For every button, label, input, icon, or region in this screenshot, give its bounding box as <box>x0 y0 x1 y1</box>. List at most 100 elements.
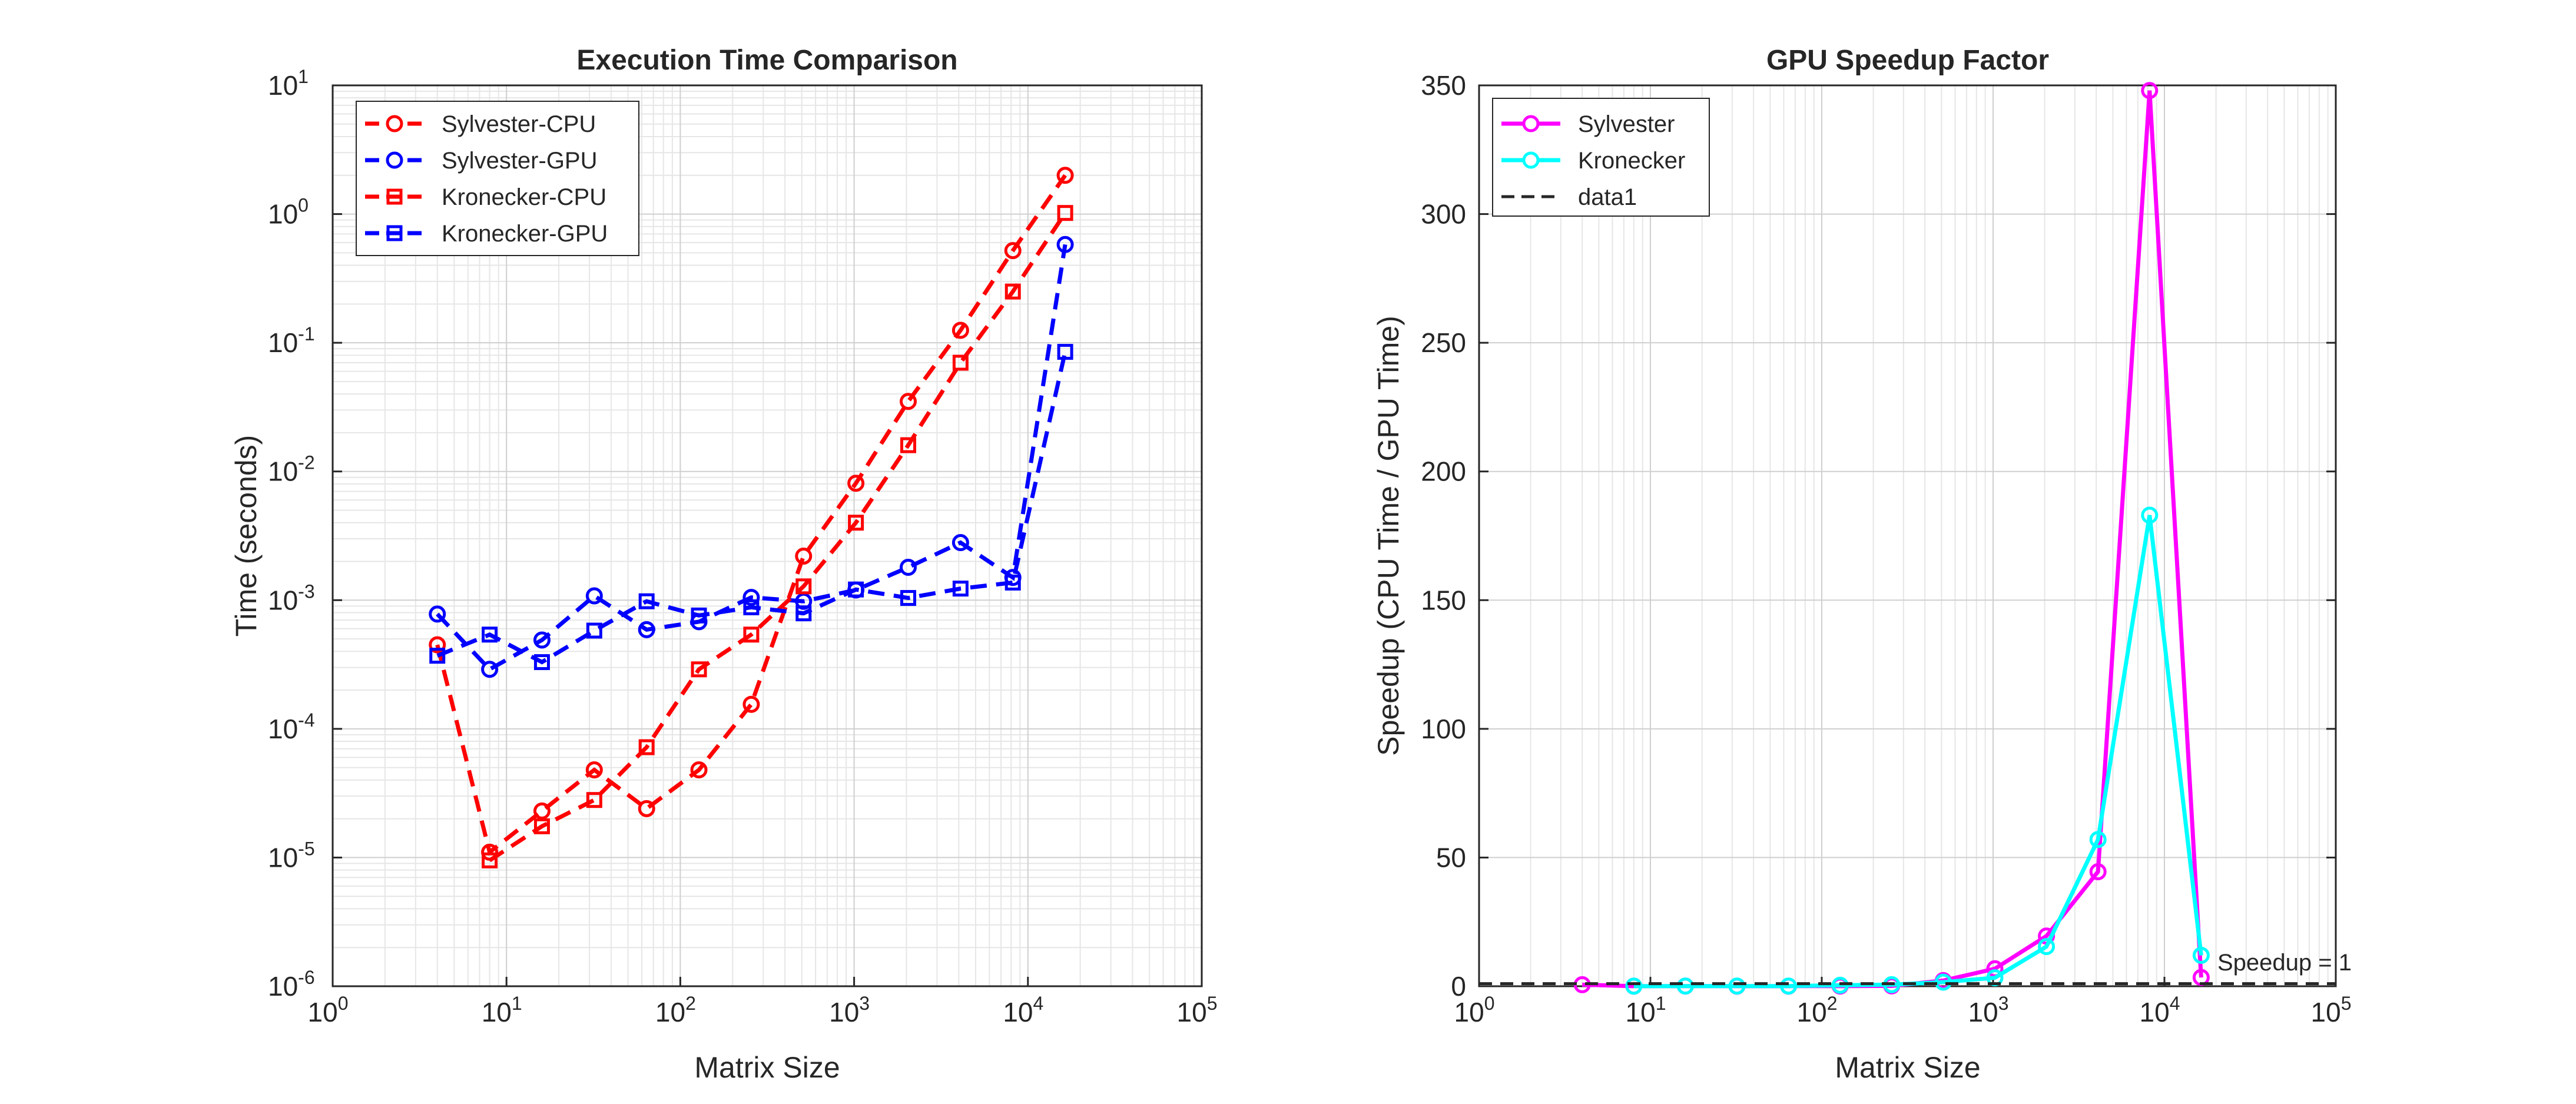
legend-marker <box>386 188 403 205</box>
data-point <box>795 547 813 565</box>
x-tick-label: 101 <box>482 993 522 1027</box>
series-line <box>436 351 1067 665</box>
legend-marker <box>1522 115 1540 132</box>
data-point <box>429 636 446 654</box>
data-point <box>481 661 499 678</box>
data-point <box>900 558 917 576</box>
data-point <box>1057 205 1073 221</box>
x-tick-label: 102 <box>1797 993 1838 1027</box>
data-point <box>795 578 812 595</box>
data-point <box>848 581 864 598</box>
y-tick-label: 300 <box>1421 199 1466 230</box>
series-line <box>435 174 1067 856</box>
data-point <box>742 695 760 713</box>
data-point <box>482 852 498 868</box>
x-tick-label: 105 <box>1177 993 1218 1027</box>
legend-marker <box>386 151 403 169</box>
data-point <box>952 534 969 552</box>
data-point <box>900 393 917 410</box>
data-point <box>429 648 446 664</box>
data-point <box>1780 977 1798 995</box>
data-point <box>952 354 969 371</box>
legend-label: Sylvester-GPU <box>442 148 598 174</box>
x-tick-label: 102 <box>655 993 696 1027</box>
data-point <box>585 587 603 605</box>
y-tick-label: 200 <box>1421 456 1466 487</box>
series-group <box>429 167 1074 868</box>
legend-box <box>356 101 639 256</box>
legend: Sylvester Kronecker data1 <box>1492 98 1710 217</box>
data-point <box>900 437 917 453</box>
data-point <box>585 761 603 779</box>
x-tick-label: 101 <box>1626 993 1666 1027</box>
data-point <box>1056 167 1074 184</box>
grid <box>1478 85 2336 987</box>
data-point <box>1057 344 1073 360</box>
x-tick-label: 100 <box>1454 993 1495 1027</box>
legend-label: data1 <box>1578 184 1637 210</box>
y-tick-label: 100 <box>1421 714 1466 744</box>
y-tick-label: 50 <box>1436 842 1466 873</box>
data-point <box>429 605 446 623</box>
series-kronecker-cpu <box>482 205 1073 868</box>
data-point <box>1934 973 1952 991</box>
data-point <box>2038 938 2056 956</box>
y-tick-label: 10-1 <box>268 323 315 358</box>
x-tick-label: 105 <box>2311 993 2352 1027</box>
series-kronecker <box>1625 506 2210 995</box>
speedup-chart: 100 101 102 103 104 105050100150200250300350 … <box>1372 45 2352 1084</box>
speedup-annotation: Speedup = 1 <box>2217 950 2352 976</box>
y-tick-label: 10-2 <box>268 452 315 487</box>
data-point <box>743 626 760 643</box>
data-point <box>2141 82 2159 100</box>
data-point <box>952 321 969 339</box>
legend-label: Kronecker <box>1578 148 1685 174</box>
data-point <box>533 631 551 649</box>
x-axis-label: Matrix Size <box>1835 1051 1980 1084</box>
x-tick-label: 100 <box>308 993 349 1027</box>
y-tick-label: 10-3 <box>268 581 315 615</box>
data-point <box>742 589 760 606</box>
y-tick-label: 350 <box>1421 70 1466 101</box>
y-tick-label: 10-6 <box>268 967 315 1002</box>
x-tick-label: 103 <box>1968 993 2009 1027</box>
series-line <box>436 244 1067 672</box>
data-point <box>2141 506 2159 524</box>
data-point <box>900 590 917 606</box>
legend: Sylvester-CPU Sylvester-GPU Kronecker-CPU K… <box>356 101 639 256</box>
y-tick-label: 0 <box>1451 971 1466 1002</box>
legend-label: Kronecker-GPU <box>442 221 608 247</box>
series-line <box>488 211 1067 863</box>
y-tick-label: 101 <box>268 66 309 101</box>
series-kronecker-gpu <box>429 344 1073 671</box>
y-tick-label: 250 <box>1421 327 1466 358</box>
data-point <box>1676 977 1694 995</box>
data-point <box>2089 831 2107 848</box>
execution-time-chart: 100 101 102 103 104 105 10-6 10-5 10-4 10-3 10-2 10… <box>230 45 1217 1084</box>
x-tick-label: 104 <box>1003 993 1043 1027</box>
data-point <box>690 761 708 779</box>
data-point <box>795 605 812 622</box>
y-tick-label: 10-4 <box>268 710 315 744</box>
data-point <box>1004 242 1022 260</box>
y-axis-label: Speedup (CPU Time / GPU Time) <box>1372 316 1405 755</box>
data-point <box>952 581 969 597</box>
chart-title: Execution Time Comparison <box>576 45 957 76</box>
data-point <box>1831 976 1849 994</box>
data-point <box>847 475 865 492</box>
data-point <box>1004 574 1021 591</box>
y-tick-label: 150 <box>1421 585 1466 615</box>
x-axis-label: Matrix Size <box>694 1051 840 1084</box>
axis-ticks: 100 101 102 103 104 105 0 50 100 150 200 250 300 350 <box>1421 70 2351 1027</box>
data-point <box>482 626 498 643</box>
legend-marker <box>386 115 403 132</box>
data-point <box>638 621 655 638</box>
x-tick-label: 103 <box>829 993 870 1027</box>
y-tick-label: 10-5 <box>268 838 315 873</box>
data-point <box>1728 977 1746 995</box>
chart-title: GPU Speedup Factor <box>1766 45 2049 76</box>
series-line <box>1633 515 2203 989</box>
data-point <box>586 622 602 639</box>
data-point <box>1625 977 1643 995</box>
